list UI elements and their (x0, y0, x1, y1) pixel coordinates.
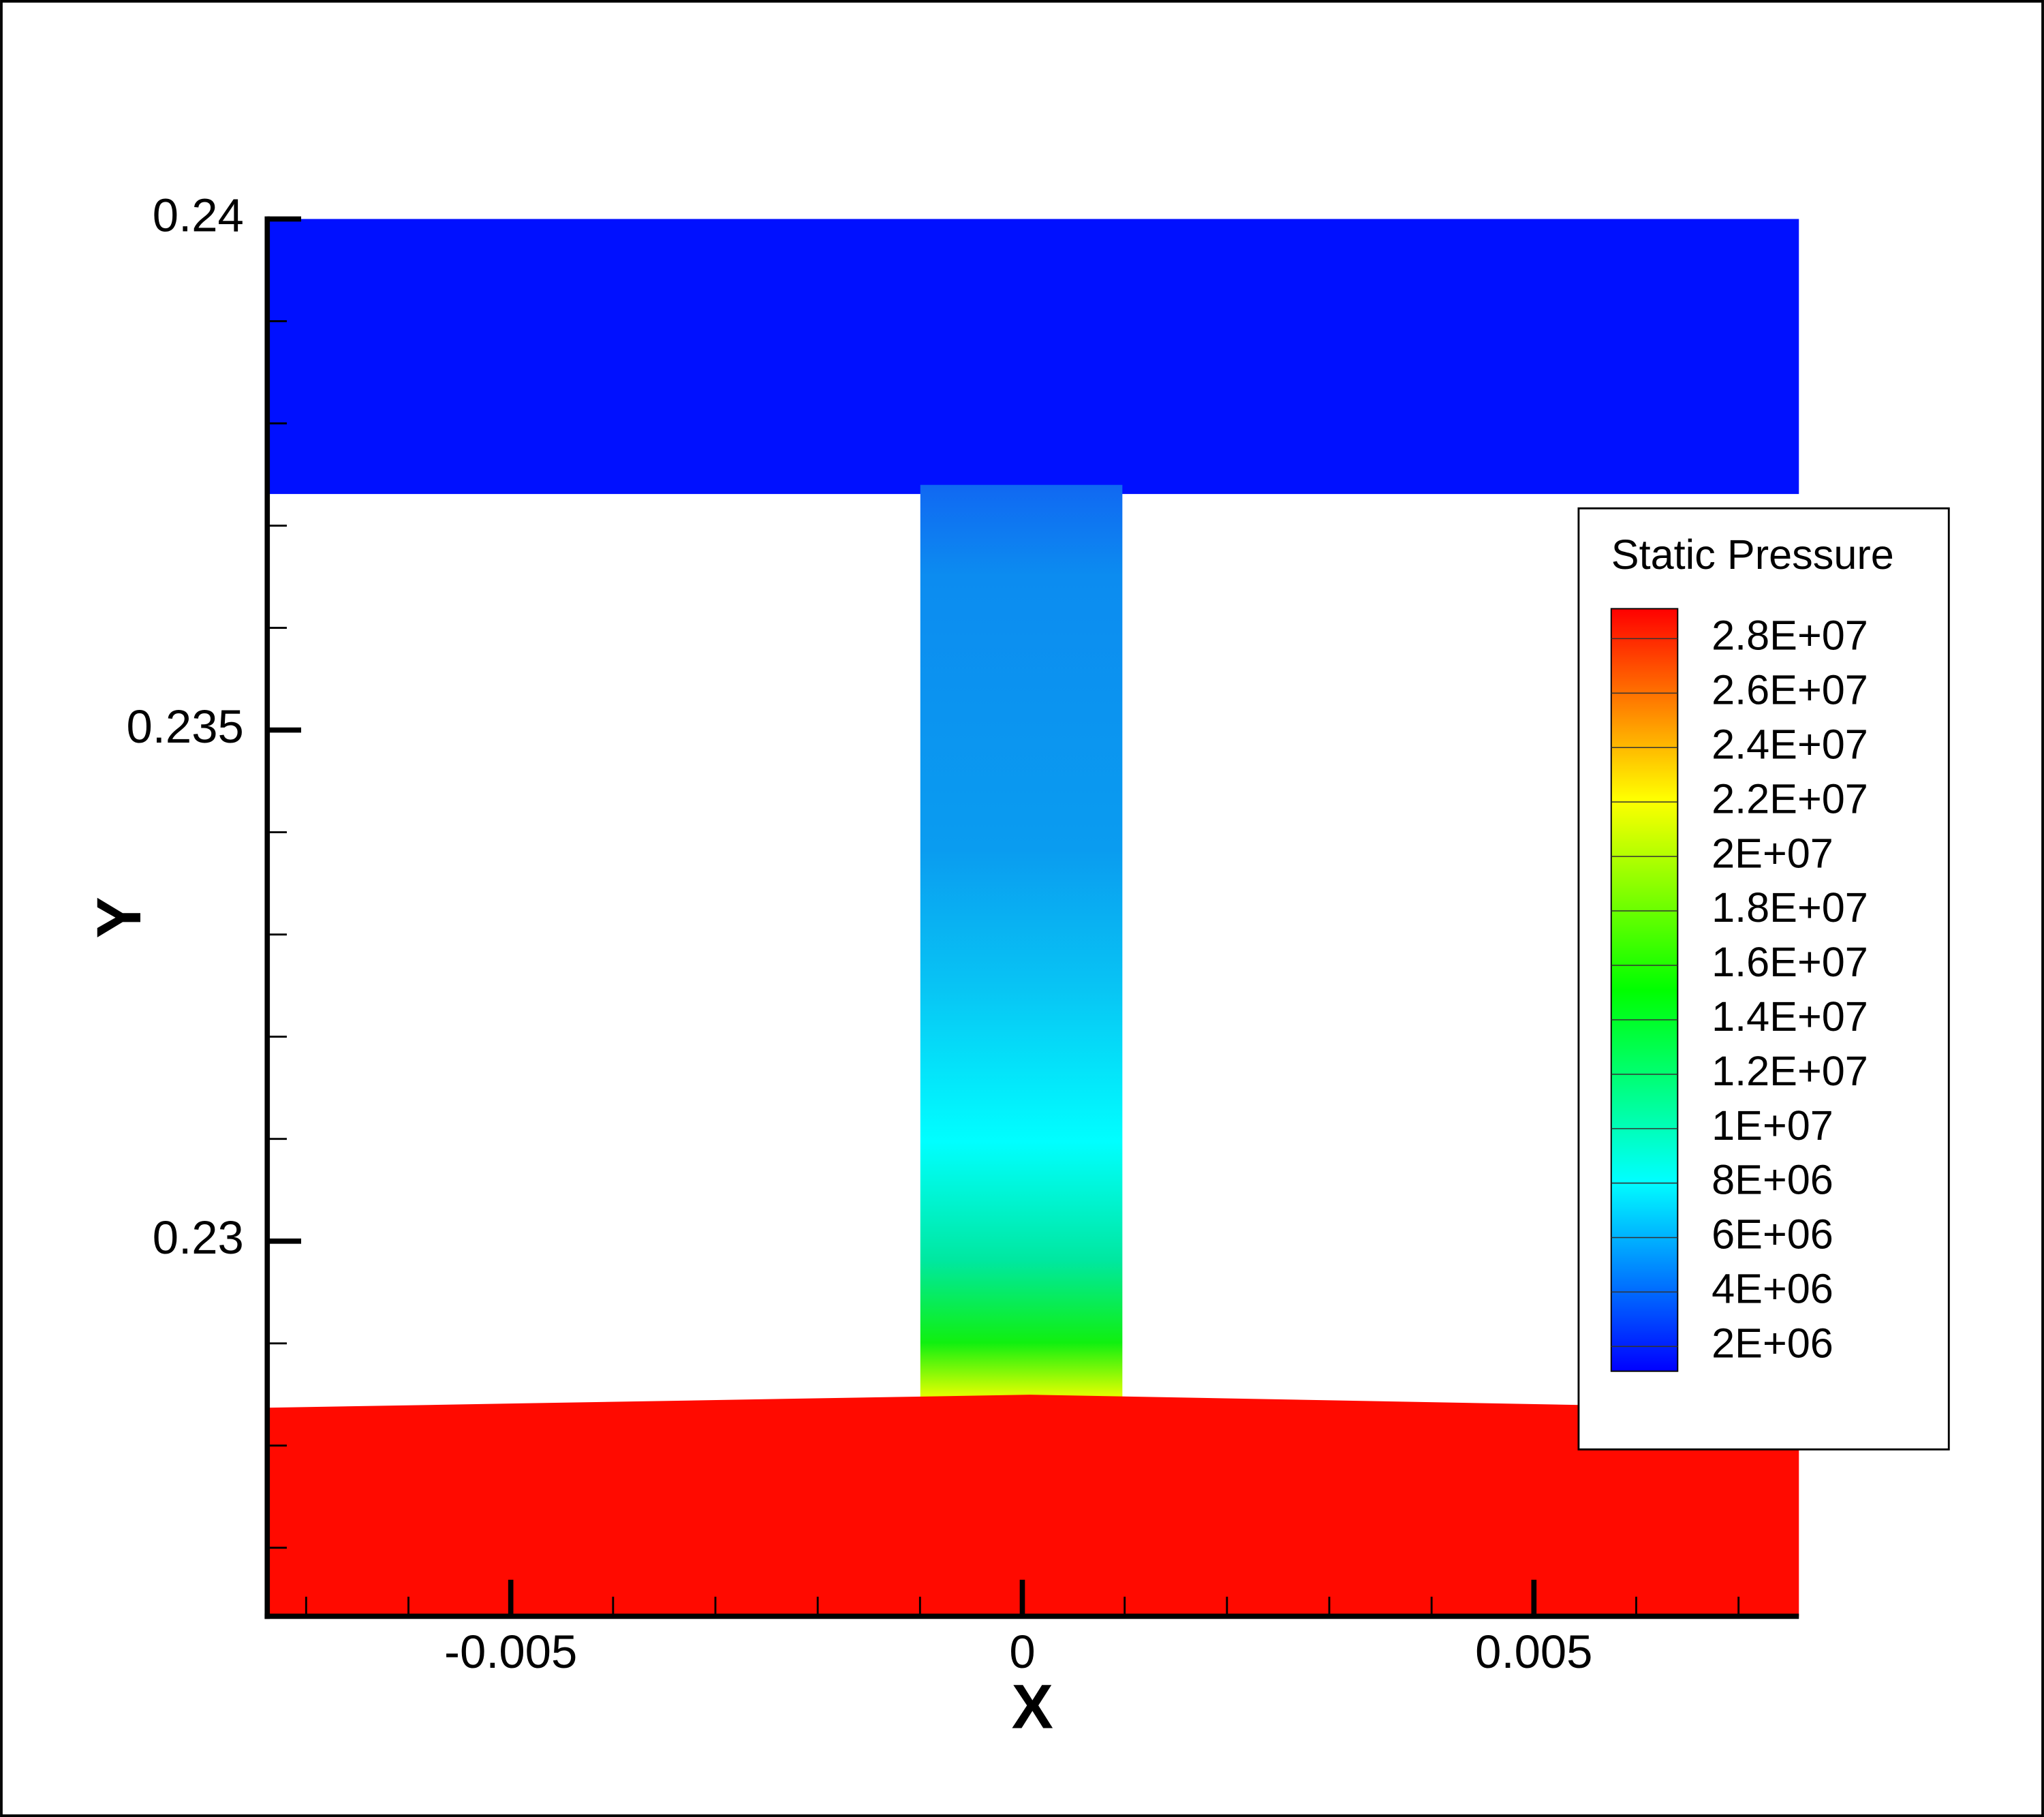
colorbar-label: 1.2E+07 (1712, 1048, 1868, 1094)
x-tick-label: 0.005 (1475, 1626, 1592, 1678)
colorbar-label: 2.8E+07 (1712, 612, 1868, 659)
y-tick-label: 0.235 (126, 700, 243, 753)
y-tick-label: 0.23 (153, 1211, 244, 1264)
legend-title: Static Pressure (1611, 531, 1894, 578)
colorbar-label: 1.4E+07 (1712, 993, 1868, 1040)
colorbar-label: 8E+06 (1712, 1157, 1833, 1203)
x-tick-label: -0.005 (444, 1626, 577, 1678)
colorbar-label: 4E+06 (1712, 1266, 1833, 1312)
x-axis-title: X (1012, 1672, 1053, 1741)
x-tick-label: 0 (1009, 1626, 1035, 1678)
colorbar (1610, 608, 1679, 1372)
y-tick-label: 0.24 (153, 189, 244, 242)
field-bottom (267, 1395, 1799, 1617)
colorbar-label: 2.6E+07 (1712, 667, 1868, 713)
colorbar-label: 2E+06 (1712, 1320, 1833, 1366)
field-stem (920, 484, 1123, 1397)
colorbar-label: 1.6E+07 (1712, 939, 1868, 985)
colorbar-label: 1E+07 (1712, 1102, 1833, 1149)
colorbar-label: 2E+07 (1712, 830, 1833, 876)
colorbar-label: 2.4E+07 (1712, 721, 1868, 767)
y-axis-title: Y (84, 897, 154, 938)
colorbar-label: 1.8E+07 (1712, 884, 1868, 931)
colorbar-label: 2.2E+07 (1712, 775, 1868, 822)
field-top (267, 219, 1799, 495)
colorbar-label: 6E+06 (1712, 1211, 1833, 1258)
